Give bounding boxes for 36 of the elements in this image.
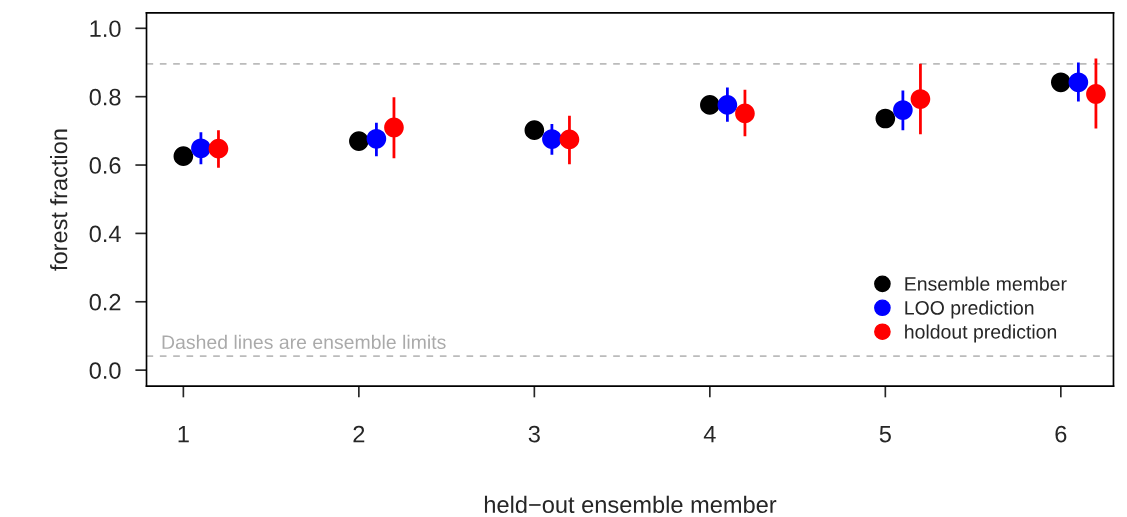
point — [366, 128, 387, 149]
x-axis-title: held−out ensemble member — [484, 495, 777, 514]
x-tick-label: 2 — [353, 425, 365, 443]
y-tick-label: 0.2 — [89, 293, 121, 311]
point — [1068, 72, 1089, 93]
point — [875, 108, 896, 129]
y-axis-title: forest fraction — [50, 129, 68, 271]
point — [208, 138, 229, 159]
point — [910, 89, 931, 109]
point — [893, 100, 913, 120]
point — [735, 103, 755, 124]
x-tick-label: 5 — [879, 425, 891, 443]
point — [191, 138, 211, 159]
annotation: Dashed lines are ensemble limits — [162, 334, 446, 350]
legend-label: Ensemble member — [905, 276, 1067, 291]
legend-label: holdout prediction — [905, 324, 1057, 343]
y-tick-label: 1.0 — [90, 20, 121, 38]
point — [559, 129, 580, 150]
point — [700, 95, 720, 115]
x-tick-label: 1 — [178, 425, 189, 443]
x-tick-label: 3 — [528, 425, 540, 443]
legend-label: LOO prediction — [905, 300, 1034, 319]
point — [384, 117, 404, 138]
y-tick-label: 0.0 — [89, 362, 121, 379]
point — [1086, 84, 1106, 104]
x-tick-label: 4 — [703, 425, 716, 443]
point — [1051, 72, 1071, 93]
y-tick-label: 0.8 — [89, 88, 121, 106]
x-tick-label: 6 — [1055, 425, 1067, 443]
point — [717, 95, 738, 115]
y-tick-label: 0.6 — [89, 157, 121, 174]
point — [173, 146, 194, 166]
point — [524, 120, 545, 140]
point — [542, 129, 562, 149]
point — [349, 131, 369, 151]
y-tick-label: 0.4 — [89, 225, 121, 243]
